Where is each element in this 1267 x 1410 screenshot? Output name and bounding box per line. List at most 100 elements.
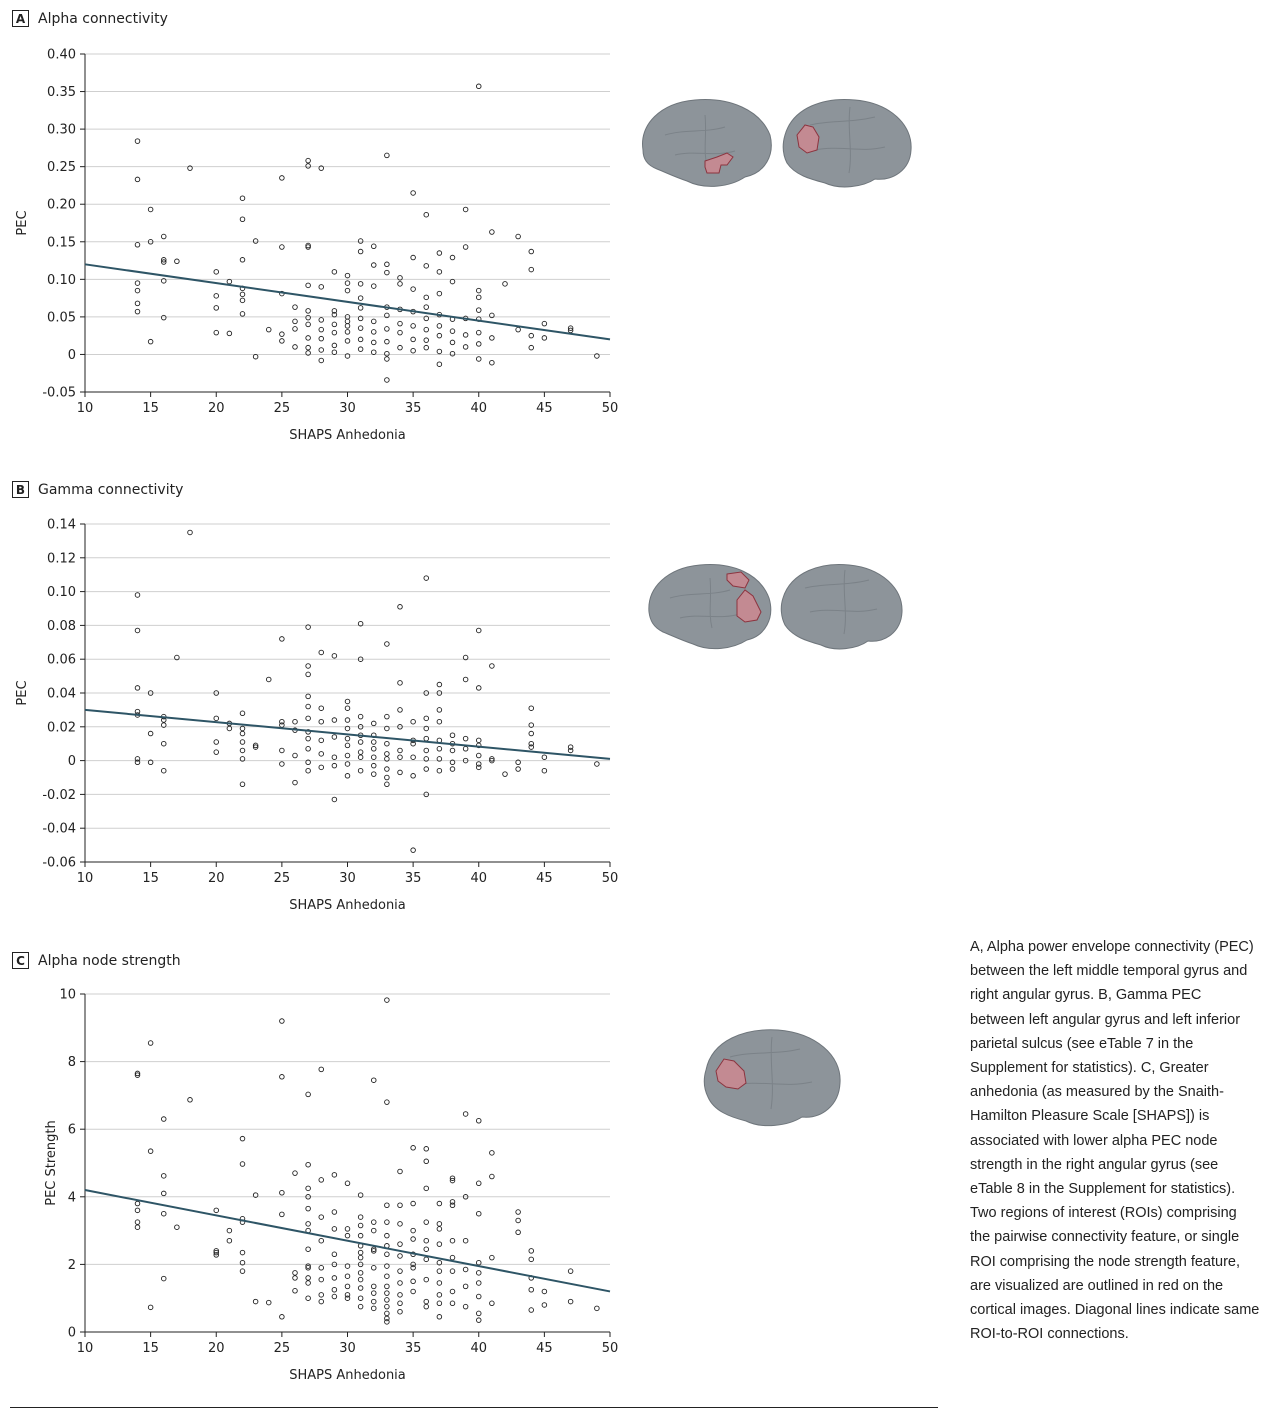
data-point (187, 529, 193, 536)
data-point (213, 690, 219, 696)
data-point (476, 761, 482, 767)
data-point (384, 1315, 390, 1322)
data-point (528, 1256, 535, 1263)
data-point (371, 1227, 377, 1234)
data-point (489, 359, 495, 366)
data-point (344, 752, 351, 759)
data-point (134, 592, 141, 598)
data-point (462, 654, 469, 661)
y-tick-label: 2 (68, 1258, 76, 1273)
data-point (397, 281, 403, 287)
data-point (357, 346, 364, 352)
x-tick-label: 25 (274, 401, 291, 416)
data-point (318, 335, 325, 342)
data-point (147, 1040, 154, 1046)
panel-a-brain-images (642, 98, 912, 188)
data-point (371, 754, 377, 760)
data-point (410, 1236, 416, 1242)
data-point (318, 326, 325, 333)
data-point (160, 278, 167, 284)
data-point (252, 1192, 259, 1198)
data-point (331, 1172, 338, 1178)
data-point (436, 1259, 443, 1266)
data-point (423, 747, 430, 754)
data-point (384, 751, 390, 757)
data-point (462, 206, 469, 213)
data-point (397, 329, 403, 336)
data-point (331, 308, 338, 314)
x-tick-label: 20 (208, 871, 225, 886)
data-point (397, 680, 403, 686)
data-point (371, 1265, 377, 1271)
y-tick-label: 8 (68, 1055, 76, 1070)
data-point (292, 318, 298, 325)
data-point (279, 1189, 285, 1196)
data-point (213, 739, 219, 745)
data-point (449, 1175, 456, 1181)
data-point (331, 1209, 338, 1215)
data-point (279, 636, 285, 642)
data-point (410, 254, 416, 261)
data-point (449, 747, 456, 754)
data-point (305, 1246, 311, 1252)
data-point (384, 641, 390, 647)
data-point (160, 1116, 167, 1122)
data-point (423, 344, 430, 351)
data-point (331, 754, 338, 760)
data-point (476, 742, 482, 749)
data-point (384, 1232, 390, 1239)
data-point (331, 1287, 338, 1293)
data-point (449, 1237, 456, 1244)
data-point (476, 685, 482, 691)
data-point (371, 771, 377, 777)
data-point (410, 1265, 416, 1271)
data-point (423, 766, 430, 772)
data-point (371, 1298, 377, 1305)
data-point (384, 1310, 390, 1317)
data-point (436, 348, 443, 355)
data-point (331, 717, 338, 723)
data-point (449, 759, 456, 766)
data-point (331, 796, 338, 803)
data-point (160, 259, 167, 265)
data-point (423, 1246, 430, 1252)
data-point (423, 715, 430, 722)
data-point (371, 1077, 377, 1083)
data-point (279, 175, 285, 181)
data-point (449, 1268, 456, 1274)
data-point (134, 242, 141, 248)
data-point (567, 1298, 574, 1305)
data-point (305, 308, 311, 314)
x-tick-label: 40 (470, 1341, 487, 1356)
data-point (357, 1222, 364, 1229)
data-point (318, 1265, 325, 1271)
data-point (476, 329, 482, 336)
data-point (134, 138, 141, 144)
data-point (423, 263, 430, 269)
data-point (567, 325, 574, 331)
data-point (160, 717, 167, 723)
data-point (436, 250, 443, 256)
data-point (462, 1111, 469, 1117)
data-point (541, 1302, 548, 1308)
data-point (436, 323, 443, 329)
data-point (213, 1252, 219, 1258)
data-point (305, 759, 311, 766)
data-point (318, 347, 325, 353)
data-point (239, 739, 246, 745)
data-point (134, 1200, 141, 1207)
data-point (462, 1303, 469, 1310)
data-point (594, 353, 600, 359)
data-point (187, 1097, 193, 1103)
data-point (252, 744, 259, 750)
roi-left-middle-temporal (704, 152, 734, 174)
data-point (528, 248, 535, 255)
data-point (344, 705, 351, 711)
data-point (344, 329, 351, 335)
data-point (515, 759, 521, 766)
data-point (318, 165, 325, 171)
data-point (476, 764, 482, 771)
data-point (134, 759, 141, 766)
data-point (384, 1099, 390, 1105)
data-point (371, 1305, 377, 1312)
